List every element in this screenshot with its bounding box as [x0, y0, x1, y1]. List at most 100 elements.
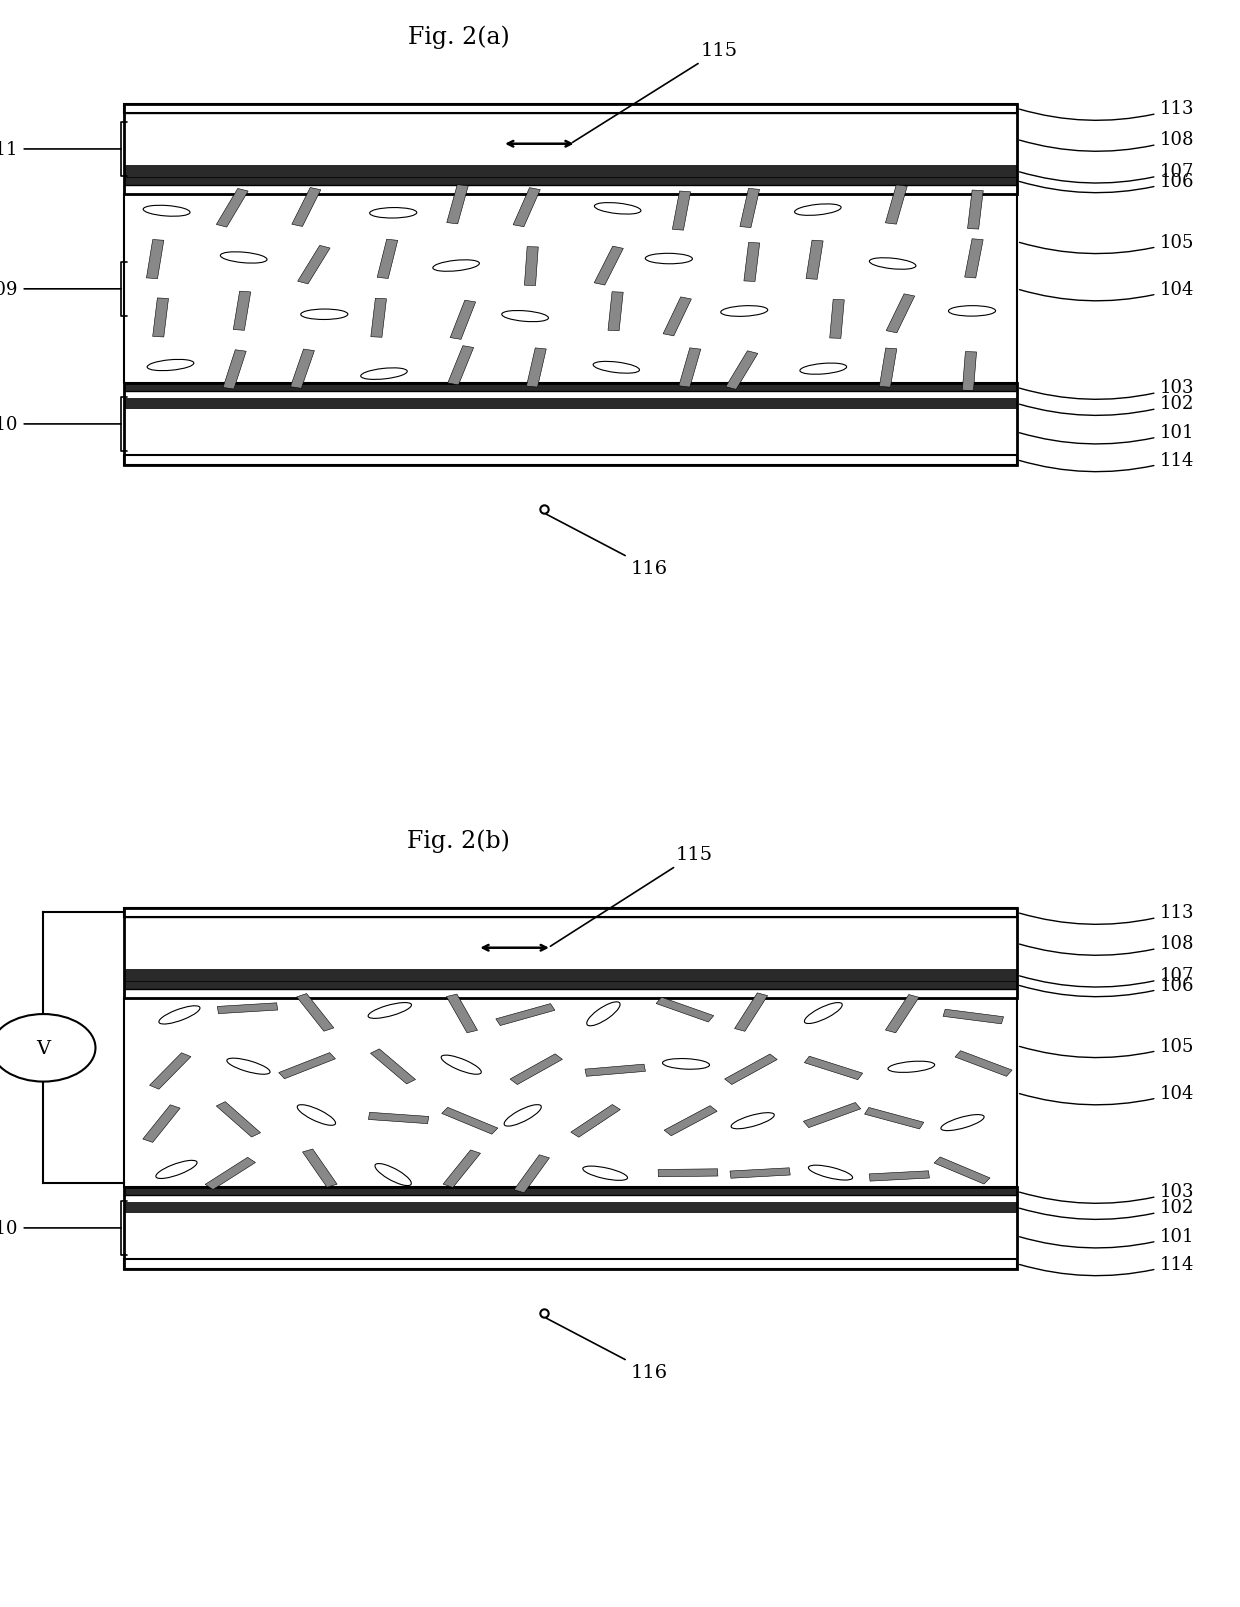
- Text: 102: 102: [1019, 395, 1194, 416]
- Ellipse shape: [298, 1106, 336, 1125]
- FancyArrow shape: [585, 1064, 646, 1077]
- Ellipse shape: [374, 1163, 412, 1186]
- Bar: [124, 1213, 1017, 1260]
- FancyArrow shape: [527, 349, 547, 387]
- Ellipse shape: [502, 312, 548, 323]
- Ellipse shape: [869, 259, 916, 270]
- FancyArrow shape: [734, 993, 768, 1032]
- Ellipse shape: [227, 1059, 270, 1075]
- FancyArrow shape: [513, 188, 541, 228]
- Text: 101: 101: [1019, 424, 1194, 445]
- Ellipse shape: [583, 1167, 627, 1181]
- FancyArrow shape: [371, 299, 387, 337]
- FancyArrow shape: [446, 185, 469, 225]
- FancyArrow shape: [515, 1155, 549, 1192]
- Ellipse shape: [805, 1003, 842, 1024]
- Ellipse shape: [159, 1006, 200, 1024]
- FancyArrow shape: [450, 301, 476, 341]
- Bar: [124, 971, 1017, 980]
- FancyArrow shape: [216, 190, 248, 228]
- Text: 108: 108: [1019, 132, 1194, 153]
- FancyArrow shape: [869, 1172, 930, 1181]
- Text: 113: 113: [1019, 903, 1194, 924]
- Bar: [124, 114, 1017, 167]
- Text: 108: 108: [1019, 935, 1194, 956]
- FancyArrow shape: [955, 1051, 1012, 1077]
- Ellipse shape: [441, 1056, 481, 1075]
- Text: 106: 106: [1019, 975, 1194, 996]
- FancyArrow shape: [805, 1056, 863, 1080]
- Ellipse shape: [587, 1003, 620, 1027]
- Text: 105: 105: [1019, 1037, 1194, 1057]
- FancyArrow shape: [443, 1151, 481, 1188]
- FancyArrow shape: [496, 1004, 556, 1025]
- FancyArrow shape: [446, 995, 477, 1033]
- Text: 105: 105: [1019, 233, 1194, 254]
- Text: 115: 115: [573, 42, 738, 143]
- FancyArrow shape: [150, 1053, 191, 1090]
- Text: 116: 116: [546, 514, 667, 577]
- Ellipse shape: [645, 254, 692, 265]
- Text: 106: 106: [1019, 172, 1194, 193]
- Bar: [124, 908, 1017, 998]
- FancyArrow shape: [885, 186, 908, 225]
- Text: 115: 115: [551, 845, 713, 947]
- Bar: [124, 399, 1017, 410]
- Ellipse shape: [433, 260, 480, 272]
- Bar: [124, 384, 1017, 466]
- Text: 103: 103: [1019, 1183, 1194, 1204]
- FancyArrow shape: [371, 1049, 415, 1085]
- FancyArrow shape: [879, 349, 897, 387]
- FancyArrow shape: [724, 1054, 777, 1085]
- Text: 104: 104: [1019, 1085, 1194, 1106]
- Ellipse shape: [594, 204, 641, 215]
- FancyArrow shape: [830, 301, 844, 339]
- Bar: [124, 908, 1017, 918]
- Ellipse shape: [800, 363, 847, 374]
- Bar: [124, 1188, 1017, 1196]
- FancyArrow shape: [525, 247, 538, 286]
- FancyArrow shape: [510, 1054, 563, 1085]
- Ellipse shape: [148, 360, 193, 371]
- FancyArrow shape: [962, 352, 977, 391]
- FancyArrow shape: [663, 297, 692, 336]
- FancyArrow shape: [887, 294, 915, 334]
- Ellipse shape: [808, 1165, 853, 1180]
- FancyArrow shape: [303, 1149, 337, 1188]
- Bar: [124, 410, 1017, 456]
- Bar: [124, 166, 1017, 177]
- Bar: [124, 194, 1017, 384]
- FancyArrow shape: [291, 188, 321, 227]
- FancyArrow shape: [934, 1157, 990, 1184]
- FancyArrow shape: [570, 1106, 620, 1138]
- Bar: [124, 456, 1017, 466]
- Ellipse shape: [888, 1062, 935, 1073]
- Ellipse shape: [361, 368, 407, 381]
- Text: 101: 101: [1019, 1228, 1194, 1249]
- Bar: [124, 1188, 1017, 1270]
- Ellipse shape: [593, 362, 640, 374]
- Bar: [124, 980, 1017, 990]
- FancyArrow shape: [944, 1009, 1003, 1024]
- FancyArrow shape: [967, 191, 983, 230]
- Bar: [124, 384, 1017, 392]
- FancyArrow shape: [290, 350, 315, 389]
- FancyArrow shape: [216, 1102, 260, 1138]
- Text: 114: 114: [1019, 452, 1194, 472]
- Ellipse shape: [143, 206, 190, 217]
- Bar: [124, 1202, 1017, 1213]
- Ellipse shape: [949, 307, 996, 317]
- Bar: [124, 1196, 1017, 1202]
- Bar: [124, 918, 1017, 969]
- Ellipse shape: [795, 204, 841, 217]
- FancyArrow shape: [153, 299, 169, 337]
- FancyArrow shape: [368, 1112, 429, 1123]
- Text: Fig. 2(b): Fig. 2(b): [408, 829, 510, 853]
- Text: 113: 113: [1019, 100, 1194, 121]
- Ellipse shape: [732, 1114, 774, 1130]
- FancyArrow shape: [864, 1107, 924, 1130]
- Ellipse shape: [720, 307, 768, 317]
- Bar: [124, 392, 1017, 399]
- Text: 114: 114: [1019, 1255, 1194, 1276]
- Bar: [124, 1260, 1017, 1270]
